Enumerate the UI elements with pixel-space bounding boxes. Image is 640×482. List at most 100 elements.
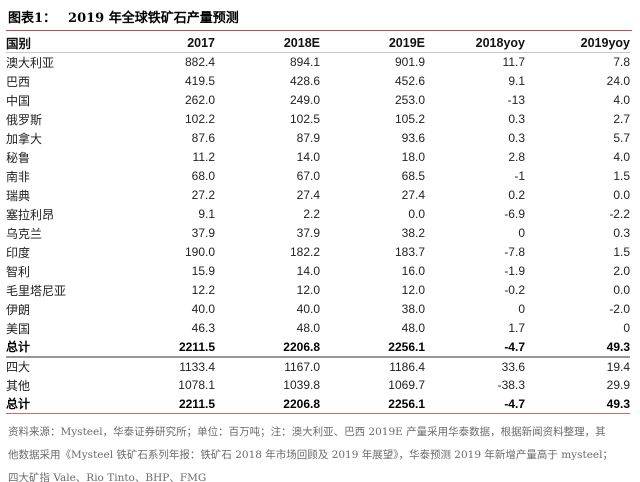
table-row: 南非 68.0 67.0 68.5 -1 1.5: [6, 167, 630, 186]
value-cell: 87.9: [296, 131, 320, 145]
country-cell: 乌克兰: [6, 226, 43, 241]
value-cell: 2211.5: [101, 337, 215, 358]
value-cell: 419.5: [184, 74, 215, 88]
table-row: 伊朗 40.0 40.0 38.0 0 -2.0: [6, 300, 630, 319]
country-cell: 伊朗: [6, 302, 31, 317]
footnote-line: 四大矿指 Vale、Rio Tinto、BHP、FMG: [8, 472, 207, 482]
value-cell: 9.1: [198, 207, 215, 221]
value-cell: 1069.7: [388, 378, 425, 392]
country-cell: 美国: [6, 321, 31, 336]
table-row: 四大 1133.4 1167.0 1186.4 33.6 19.4: [6, 357, 630, 376]
value-cell: 0.3: [613, 226, 630, 240]
country-cell: 塞拉利昂: [6, 207, 55, 222]
value-cell: 9.1: [508, 74, 525, 88]
value-cell: 11.2: [192, 150, 215, 164]
value-cell: 19.4: [606, 359, 630, 374]
footnote-line: 资料来源：Mysteel，华泰证券研究所；单位：百万吨；注：澳大利亚、巴西 20…: [8, 426, 606, 438]
value-cell: 0.3: [508, 131, 525, 145]
table-row: 毛里塔尼亚 12.2 12.0 12.0 -0.2 0.0: [6, 281, 630, 300]
value-cell: -7.8: [504, 245, 525, 259]
country-cell: 俄罗斯: [6, 112, 43, 127]
value-cell: 182.2: [289, 245, 320, 259]
value-cell: 0: [623, 321, 630, 335]
table-row: 塞拉利昂 9.1 2.2 0.0 -6.9 -2.2: [6, 205, 630, 224]
value-cell: 1039.8: [283, 378, 320, 392]
country-cell: 澳大利亚: [6, 55, 55, 70]
table-row: 澳大利亚 882.4 894.1 901.9 11.7 7.8: [6, 53, 630, 72]
value-cell: 1078.1: [178, 378, 215, 392]
value-cell: 882.4: [184, 55, 215, 70]
figure-label: 图表1：: [8, 11, 57, 26]
figure-header: 图表1： 2019 年全球铁矿石产量预测: [6, 4, 632, 30]
country-cell: 印度: [6, 245, 31, 260]
value-cell: 0.0: [613, 283, 630, 297]
value-cell: 2206.8: [215, 394, 320, 414]
value-cell: 1.5: [613, 169, 630, 183]
value-cell: 46.3: [191, 321, 215, 335]
value-cell: 0: [518, 226, 525, 240]
value-cell: 2256.1: [320, 394, 425, 414]
value-cell: 1133.4: [179, 359, 215, 374]
country-cell: 中国: [6, 93, 31, 108]
value-cell: 102.5: [289, 112, 320, 126]
value-cell: 190.0: [184, 245, 215, 259]
country-cell: 秘鲁: [6, 150, 31, 165]
value-cell: 5.7: [613, 131, 630, 145]
country-cell: 其他: [6, 378, 31, 393]
value-cell: 2.0: [613, 264, 630, 278]
value-cell: 11.7: [502, 55, 525, 70]
value-cell: 18.0: [401, 150, 425, 164]
header-2019yoy: 2019yoy: [525, 33, 630, 53]
value-cell: -4.7: [425, 337, 525, 358]
value-cell: -38.3: [497, 378, 525, 392]
value-cell: 901.9: [394, 55, 425, 70]
value-cell: 2.2: [303, 207, 320, 221]
footnote-line: 他数据采用《Mysteel 铁矿石系列年报：铁矿石 2018 年市场回顾及 20…: [8, 449, 613, 461]
country-cell: 加拿大: [6, 131, 43, 146]
table-row: 秘鲁 11.2 14.0 18.0 2.8 4.0: [6, 148, 630, 167]
value-cell: 249.0: [289, 93, 320, 107]
header-row: 国别 2017 2018E 2019E 2018yoy 2019yoy: [6, 33, 630, 53]
value-cell: 27.2: [191, 188, 215, 202]
value-cell: 253.0: [394, 93, 425, 107]
value-cell: 262.0: [184, 93, 215, 107]
value-cell: 2.8: [508, 150, 525, 164]
header-2018e: 2018E: [215, 33, 320, 53]
value-cell: 0.3: [508, 112, 525, 126]
table-row: 印度 190.0 182.2 183.7 -7.8 1.5: [6, 243, 630, 262]
value-cell: 38.2: [401, 226, 425, 240]
table-row: 乌克兰 37.9 37.9 38.2 0 0.3: [6, 224, 630, 243]
value-cell: 48.0: [401, 321, 425, 335]
value-cell: 102.2: [184, 112, 215, 126]
table-row: 总计 2211.5 2206.8 2256.1 -4.7 49.3: [6, 394, 630, 414]
country-cell: 总计: [6, 394, 101, 414]
value-cell: 894.1: [289, 55, 320, 70]
value-cell: 0.0: [613, 188, 630, 202]
table-row: 瑞典 27.2 27.4 27.4 0.2 0.0: [6, 186, 630, 205]
value-cell: 48.0: [296, 321, 320, 335]
value-cell: -1.9: [504, 264, 525, 278]
value-cell: 27.4: [296, 188, 320, 202]
table-row: 其他 1078.1 1039.8 1069.7 -38.3 29.9: [6, 376, 630, 395]
value-cell: 12.0: [296, 283, 320, 297]
value-cell: 33.6: [501, 359, 525, 374]
value-cell: 0.2: [508, 188, 525, 202]
country-cell: 瑞典: [6, 188, 31, 203]
value-cell: -6.9: [504, 207, 525, 221]
value-cell: 7.8: [613, 55, 630, 70]
value-cell: 4.0: [613, 93, 630, 107]
value-cell: 14.0: [296, 264, 320, 278]
value-cell: 68.0: [191, 169, 215, 183]
table-row: 智利 15.9 14.0 16.0 -1.9 2.0: [6, 262, 630, 281]
figure-title: 2019 年全球铁矿石产量预测: [68, 11, 239, 26]
table-row: 俄罗斯 102.2 102.5 105.2 0.3 2.7: [6, 110, 630, 129]
table-row: 加拿大 87.6 87.9 93.6 0.3 5.7: [6, 129, 630, 148]
value-cell: 29.9: [606, 378, 630, 392]
value-cell: 12.2: [191, 283, 215, 297]
value-cell: -2.2: [609, 207, 630, 221]
value-cell: -13: [507, 93, 525, 107]
header-2018yoy: 2018yoy: [425, 33, 525, 53]
value-cell: 0: [518, 302, 525, 316]
value-cell: 2211.5: [101, 394, 215, 414]
value-cell: 15.9: [191, 264, 215, 278]
